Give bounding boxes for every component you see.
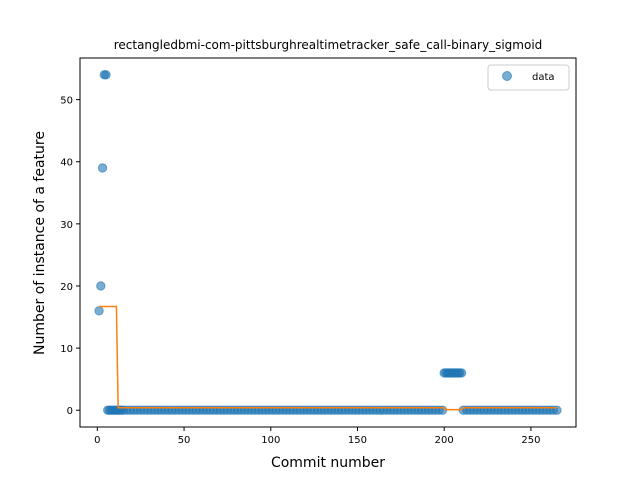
y-axis-label: Number of instance of a feature: [32, 131, 48, 355]
data-point: [101, 70, 111, 80]
legend-box: [487, 64, 570, 91]
data-point: [94, 306, 104, 316]
plot-area: 0 50 100 150 200 250 0 10 20 30 40 50: [60, 57, 577, 446]
legend: data: [487, 64, 570, 91]
data-point: [97, 163, 108, 173]
x-tick-label: 150: [348, 435, 367, 446]
chart-title: rectangledbmi-com-pittsburghrealtimetrac…: [114, 38, 543, 52]
data-point: [96, 281, 106, 291]
plot-frame: [79, 57, 577, 428]
x-tick-label: 0: [94, 435, 100, 446]
fit-line: [99, 305, 557, 411]
data-point: [456, 368, 467, 378]
x-axis-label: Commit number: [271, 455, 385, 471]
y-tick-label: 40: [60, 158, 73, 169]
x-tick-label: 50: [178, 435, 191, 446]
legend-label-data: data: [532, 72, 555, 83]
x-tick-label: 100: [261, 435, 280, 446]
x-tick-label: 250: [521, 435, 540, 446]
legend-marker-data: [502, 71, 512, 81]
y-tick-label: 50: [60, 96, 73, 107]
x-tick-label: 200: [435, 435, 454, 446]
y-tick-label: 30: [60, 220, 73, 231]
y-tick-label: 0: [67, 406, 73, 417]
y-tick-label: 10: [60, 344, 73, 355]
y-tick-label: 20: [60, 282, 73, 293]
